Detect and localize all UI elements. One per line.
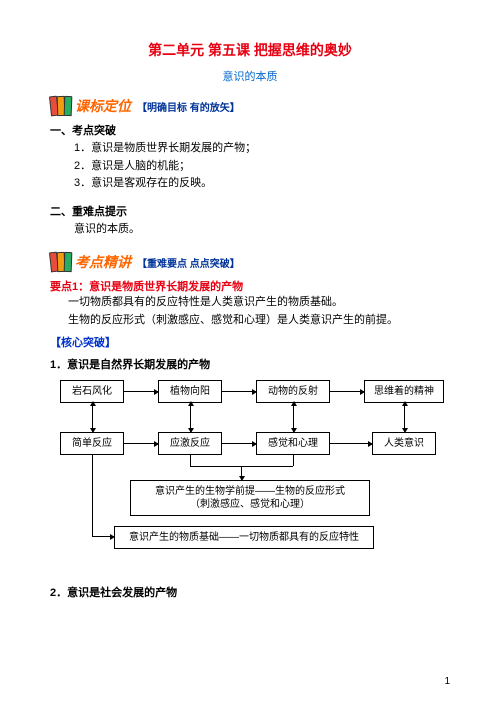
node-rock: 岩石风化: [60, 380, 124, 403]
point1-line1: 一切物质都具有的反应特性是人类意识产生的物质基础。: [68, 294, 450, 312]
line: [293, 454, 294, 466]
list-item: 2．意识是人脑的机能；: [74, 158, 450, 176]
point2-title: 2．意识是社会发展的产物: [50, 584, 450, 600]
node-plant: 植物向阳: [158, 380, 222, 403]
arrow-vert: [404, 402, 405, 432]
list-item: 3．意识是客观存在的反映。: [74, 175, 450, 193]
node-animal: 动物的反射: [256, 380, 330, 403]
page-number: 1: [444, 676, 450, 687]
flowchart: 岩石风化 植物向阳 动物的反射 思维着的精神 简单反应 应激反应 感觉和心理 人…: [60, 380, 460, 580]
books-icon: [50, 252, 71, 272]
point1-line2: 生物的反应形式（刺激感应、感觉和心理）是人类意识产生的前提。: [68, 312, 450, 330]
arrow: [124, 391, 158, 392]
books-icon: [50, 96, 71, 116]
node-simple: 简单反应: [60, 432, 124, 455]
node-bio-premise: 意识产生的生物学前提——生物的反应形式 （刺激感应、感觉和心理）: [130, 480, 370, 516]
subtitle: 意识的本质: [50, 68, 450, 84]
arrow: [124, 443, 158, 444]
diagram-title: 1．意识是自然界长期发展的产物: [50, 356, 450, 372]
arrow: [330, 391, 364, 392]
node-sense: 感觉和心理: [256, 432, 330, 455]
arrow-vert: [293, 402, 294, 432]
kaodian-heading: 一、考点突破: [50, 122, 450, 138]
arrow: [222, 443, 256, 444]
arrow-vert: [92, 402, 93, 432]
arrow: [222, 391, 256, 392]
arrow-vert: [241, 466, 242, 480]
list-item: 1．意识是物质世界长期发展的产物；: [74, 140, 450, 158]
point1-title: 要点1：意识是物质世界长期发展的产物: [50, 278, 450, 294]
section-kebiao: 课标定位 【明确目标 有的放矢】: [50, 96, 450, 116]
main-title: 第二单元 第五课 把握思维的奥妙: [50, 40, 450, 60]
arrow-vert: [190, 402, 191, 432]
section-label: 考点精讲: [75, 252, 131, 272]
section-kaodianjj: 考点精讲 【重难要点 点点突破】: [50, 252, 450, 272]
line: [190, 454, 191, 466]
zhongnan-heading: 二、重难点提示: [50, 203, 450, 219]
zhongnan-text: 意识的本质。: [74, 221, 450, 239]
node-stim: 应激反应: [158, 432, 222, 455]
arrow: [92, 536, 114, 537]
node-human: 人类意识: [372, 432, 436, 455]
core-breakthrough: 【核心突破】: [50, 334, 450, 350]
node-material-base: 意识产生的物质基础——一切物质都具有的反应特性: [114, 526, 374, 549]
section-bracket: 【重难要点 点点突破】: [137, 255, 240, 270]
section-bracket: 【明确目标 有的放矢】: [137, 99, 240, 114]
line: [92, 454, 93, 536]
section-label: 课标定位: [75, 96, 131, 116]
node-spirit: 思维着的精神: [364, 380, 444, 403]
arrow: [330, 443, 372, 444]
